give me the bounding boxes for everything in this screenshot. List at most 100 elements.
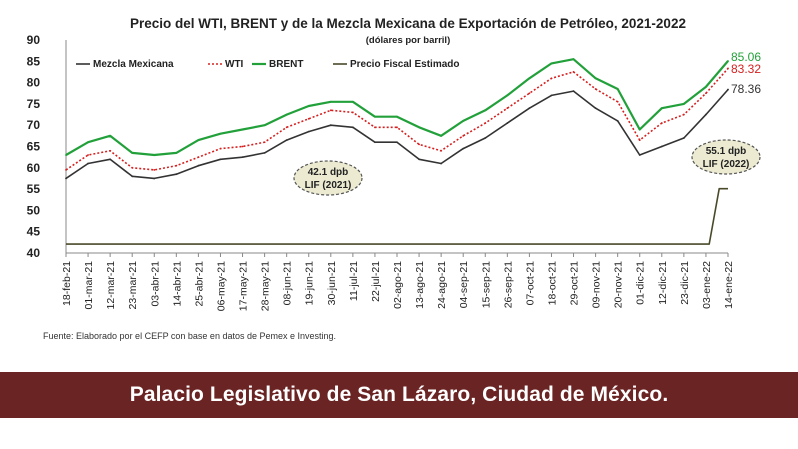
data-point [506,94,509,97]
data-point [727,67,729,70]
data-point [329,109,332,112]
y-tick-label: 85 [27,54,41,68]
x-tick-label: 13-ago-21 [414,261,426,309]
end-value-label: 83.32 [731,62,761,76]
data-point [705,85,707,88]
data-point [594,88,597,90]
data-point [131,151,134,154]
data-point [131,175,134,178]
x-tick-label: 23-dic-21 [679,261,691,305]
x-tick-label: 28-may-21 [260,261,272,311]
annotation-bubble [293,160,363,196]
data-point [175,164,178,167]
data-point [65,177,67,180]
data-point [638,139,641,142]
x-tick-label: 06-may-21 [215,261,227,311]
data-point [462,147,465,150]
location-banner: Palacio Legislativo de San Lázaro, Ciuda… [0,372,798,418]
data-point [682,103,685,105]
data-point [87,154,89,156]
legend-label: BRENT [269,59,303,70]
y-tick-label: 70 [27,118,41,132]
data-point [396,126,398,129]
data-point [727,60,729,62]
data-point [528,77,531,80]
legend-label: Precio Fiscal Estimado [350,59,460,70]
data-point [153,177,156,180]
data-point [219,147,222,150]
data-point [550,94,553,97]
x-tick-label: 12-dic-21 [657,261,669,305]
data-point [484,109,487,112]
data-point [616,120,619,122]
data-point [197,164,200,167]
x-tick-label: 22-jul-21 [370,261,382,302]
data-point [109,149,112,152]
data-point [351,126,354,129]
data-point [462,134,465,137]
source-note: Fuente: Elaborado por el CEFP con base e… [43,331,337,341]
annotations: 42.1 dpb LIF (2021) 55.1 dpb LIF (2022) [293,139,761,196]
annotation-bubble [691,139,761,175]
series-line-brent [65,58,729,157]
data-point [638,154,641,156]
data-point [153,169,156,171]
x-axis: 18-feb-21 01-mar-21 12-mar-21 23-mar-21 03-a… [61,252,735,311]
x-tick-label: 26-sep-21 [502,261,514,308]
x-tick-label: 01-mar-21 [83,261,95,310]
data-point [396,141,398,144]
x-tick-label: 20-nov-21 [613,261,625,308]
data-point [594,77,597,80]
data-point [396,115,398,118]
data-point [329,100,332,103]
end-value-label: 78.36 [731,82,761,96]
data-point [528,92,531,95]
x-tick-label: 14-abr-21 [171,261,183,307]
y-tick-label: 75 [27,97,41,111]
data-point [440,162,443,165]
y-tick-label: 80 [27,76,41,90]
data-point [418,158,420,161]
x-tick-label: 04-sep-21 [458,261,470,308]
x-tick-label: 09-nov-21 [591,261,603,308]
data-point [418,143,420,146]
x-tick-label: 19-jun-21 [304,261,316,306]
data-point [329,124,332,127]
data-point [660,107,663,110]
data-point [285,126,288,129]
y-tick-label: 45 [27,225,41,239]
data-point [484,137,487,139]
data-point [87,162,89,165]
y-tick-label: 60 [27,161,41,175]
data-point [263,151,266,154]
x-tick-label: 11-jul-21 [348,261,360,301]
series-line-precio-fiscal-estimado [66,187,728,245]
x-tick-label: 17-may-21 [238,261,250,311]
data-point [528,107,531,110]
x-tick-label: 03-ene-22 [701,261,713,309]
data-point [241,145,244,148]
x-tick-label: 30-jun-21 [326,261,338,306]
data-point [506,122,509,124]
data-point [285,139,288,142]
data-point [109,158,112,161]
data-point [351,100,354,103]
x-tick-label: 12-mar-21 [105,261,117,310]
annotation-line1: 55.1 dpb [706,146,747,157]
data-point [153,154,156,156]
data-point [351,111,354,114]
data-point [682,137,685,139]
data-point [550,77,553,80]
data-point [87,141,89,144]
data-point [705,92,707,95]
data-point [462,120,465,122]
data-point [660,122,663,124]
data-point [65,169,67,171]
data-point [616,100,619,103]
x-tick-label: 14-ene-22 [723,261,735,309]
data-point [506,107,509,110]
data-point [175,173,178,176]
data-point [197,156,200,159]
y-tick-label: 90 [27,33,41,47]
